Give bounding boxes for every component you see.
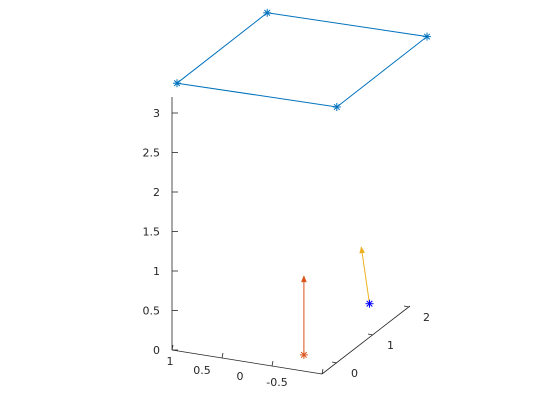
y-tick-label: 2: [423, 311, 430, 324]
data-layer: [173, 8, 431, 359]
marker-stroke: [366, 300, 373, 307]
x-tick-mark: [271, 360, 274, 367]
series-2-arrow-head: [359, 246, 366, 254]
marker-stroke: [264, 9, 271, 16]
x-axis-line: [171, 349, 323, 375]
y-tick-label: 1: [387, 339, 394, 352]
y-axis-line: [321, 305, 411, 375]
z-tick-label: 2: [153, 186, 160, 199]
series-2-vector-line: [360, 246, 370, 304]
z-tick-label: 1.5: [143, 226, 161, 239]
y-tick-mark: [403, 305, 410, 308]
z-tick-label: 1: [153, 265, 160, 278]
z-tick-label: 0.5: [143, 305, 161, 318]
axes-layer: [171, 97, 411, 375]
x-tick-label: 1: [167, 355, 174, 368]
series-0-vertex-marker-3: [263, 8, 272, 17]
marker-stroke: [173, 80, 181, 87]
series-2-origin-marker: [365, 299, 374, 308]
marker-stroke: [333, 103, 340, 111]
z-tick-label: 2.5: [143, 147, 161, 160]
x-tick-mark: [171, 344, 174, 351]
series-1-origin-marker: [299, 350, 308, 359]
x-tick-label: -0.5: [266, 376, 287, 389]
x-tick-label: 0: [237, 370, 244, 383]
marker-stroke: [423, 33, 431, 40]
series-0-vertex-marker-1: [332, 103, 341, 111]
x-tick-label: 0.5: [193, 364, 211, 377]
x-tick-mark: [321, 368, 324, 375]
x-tick-mark: [221, 352, 224, 359]
y-tick-mark: [367, 333, 374, 336]
y-tick-mark: [331, 361, 338, 364]
marker-stroke: [300, 351, 308, 359]
z-tick-label: 3: [153, 107, 160, 120]
z-tick-label: 0: [153, 344, 160, 357]
series-0-polygon-line: [176, 12, 429, 108]
series-1-arrow-head: [301, 275, 307, 283]
y-tick-label: 0: [351, 367, 358, 380]
series-0-vertex-marker-2: [423, 32, 431, 41]
series-0-vertex-marker-0: [173, 79, 181, 88]
